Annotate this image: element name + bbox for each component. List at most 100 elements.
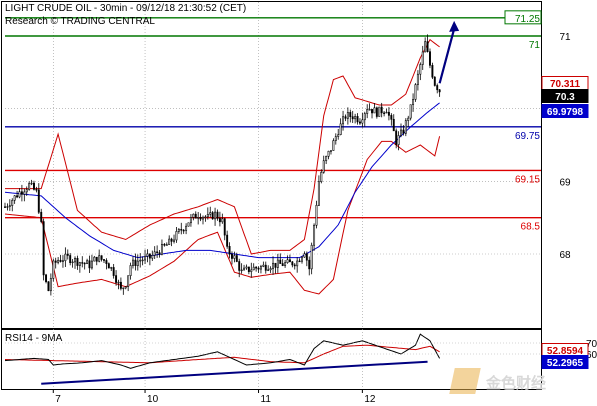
candle-body bbox=[363, 113, 366, 121]
candle-body bbox=[127, 275, 130, 288]
candle-body bbox=[238, 261, 241, 271]
candle-body bbox=[424, 41, 427, 53]
price-tag-label: 69.9798 bbox=[547, 107, 584, 118]
candle-body bbox=[42, 221, 45, 276]
candle-body bbox=[226, 234, 229, 247]
price-tag-box bbox=[541, 89, 589, 103]
candle-body bbox=[117, 281, 120, 284]
candle-body bbox=[107, 263, 110, 269]
watermark-logo-icon bbox=[449, 368, 481, 394]
candle-body bbox=[25, 189, 28, 193]
candle-body bbox=[170, 238, 173, 242]
level-label: 69.15 bbox=[515, 174, 540, 185]
candle-body bbox=[204, 216, 207, 218]
candle-body bbox=[95, 256, 98, 262]
candle-body bbox=[259, 266, 262, 270]
candle-body bbox=[395, 130, 398, 145]
moving-average bbox=[4, 102, 440, 259]
candle-body bbox=[122, 287, 125, 290]
candle-body bbox=[310, 244, 313, 270]
candle-body bbox=[8, 205, 11, 207]
candle-body bbox=[344, 116, 347, 119]
candle-body bbox=[30, 182, 33, 185]
candle-body bbox=[366, 109, 369, 114]
candle-body bbox=[35, 189, 38, 191]
arrow-shaft bbox=[438, 28, 456, 84]
candle-body bbox=[78, 262, 81, 266]
candle-body bbox=[11, 199, 14, 206]
candle-body bbox=[139, 259, 142, 262]
candle-body bbox=[74, 257, 76, 263]
candle-body bbox=[269, 268, 272, 271]
candle-body bbox=[431, 65, 434, 78]
candle-body bbox=[194, 213, 197, 219]
candle-body bbox=[421, 51, 424, 65]
candle-body bbox=[156, 251, 159, 253]
candle-body bbox=[264, 264, 267, 271]
bollinger-bands bbox=[4, 38, 441, 295]
candle-body bbox=[385, 111, 388, 114]
candle-body bbox=[288, 259, 291, 263]
candle-body bbox=[438, 89, 441, 93]
y-tick-label: 68 bbox=[559, 250, 571, 261]
bollinger-upper-line bbox=[5, 38, 440, 255]
candle-body bbox=[13, 195, 16, 201]
candle-body bbox=[192, 213, 195, 218]
candle-body bbox=[119, 281, 122, 289]
candle-body bbox=[354, 116, 357, 120]
chart-source: Research © TRADING CENTRAL bbox=[5, 16, 155, 27]
candle-body bbox=[98, 255, 101, 262]
price-panel bbox=[1, 1, 542, 329]
candle-body bbox=[272, 262, 274, 269]
candle-body bbox=[6, 206, 9, 208]
candle-body bbox=[168, 238, 171, 245]
price-tag-label: 70.311 bbox=[550, 79, 580, 90]
candle-body bbox=[255, 266, 258, 269]
candle-body bbox=[223, 218, 226, 236]
candle-body bbox=[332, 140, 335, 151]
candle-body bbox=[199, 216, 202, 220]
candle-body bbox=[412, 99, 415, 106]
candle-body bbox=[76, 257, 79, 266]
candle-body bbox=[115, 275, 118, 283]
candle-body bbox=[301, 256, 303, 262]
candle-body bbox=[358, 121, 361, 124]
price-tag-box bbox=[541, 104, 589, 118]
candle-body bbox=[409, 104, 412, 119]
candle-body bbox=[100, 255, 103, 260]
candle-body bbox=[375, 107, 378, 117]
candle-body bbox=[103, 259, 105, 261]
candle-body bbox=[245, 266, 248, 269]
y-tick-label: 69 bbox=[559, 177, 571, 188]
candle-body bbox=[296, 260, 299, 267]
candle-body bbox=[402, 129, 405, 134]
candlesticks bbox=[4, 34, 441, 296]
candle-body bbox=[235, 255, 238, 262]
candle-body bbox=[414, 84, 417, 100]
rsi-tick-label: 70 bbox=[586, 339, 597, 350]
candle-body bbox=[286, 259, 289, 263]
axes-labels: 717069687101112 bbox=[52, 32, 571, 405]
candle-body bbox=[129, 265, 132, 276]
candle-body bbox=[400, 129, 402, 136]
candle-body bbox=[337, 134, 340, 137]
level-lines: 71.25 71 69.75 69.15 68.5 bbox=[5, 10, 542, 233]
rsi-tick-label: 60 bbox=[586, 350, 597, 361]
candle-body bbox=[112, 267, 115, 276]
candle-body bbox=[274, 262, 277, 268]
candle-body bbox=[419, 64, 422, 75]
candle-body bbox=[206, 213, 209, 218]
rsi-ma-line bbox=[4, 344, 440, 364]
candle-body bbox=[175, 231, 178, 241]
candle-body bbox=[308, 259, 311, 270]
price-tag-label: 52.8594 bbox=[547, 346, 584, 357]
candle-body bbox=[368, 109, 371, 111]
candle-body bbox=[59, 259, 62, 262]
chart-title: LIGHT CRUDE OIL - 30min - 09/12/18 21:30… bbox=[5, 3, 247, 14]
candle-body bbox=[132, 259, 134, 266]
level-label: 71 bbox=[529, 40, 541, 51]
candle-body bbox=[18, 191, 21, 198]
candle-body bbox=[52, 260, 55, 279]
